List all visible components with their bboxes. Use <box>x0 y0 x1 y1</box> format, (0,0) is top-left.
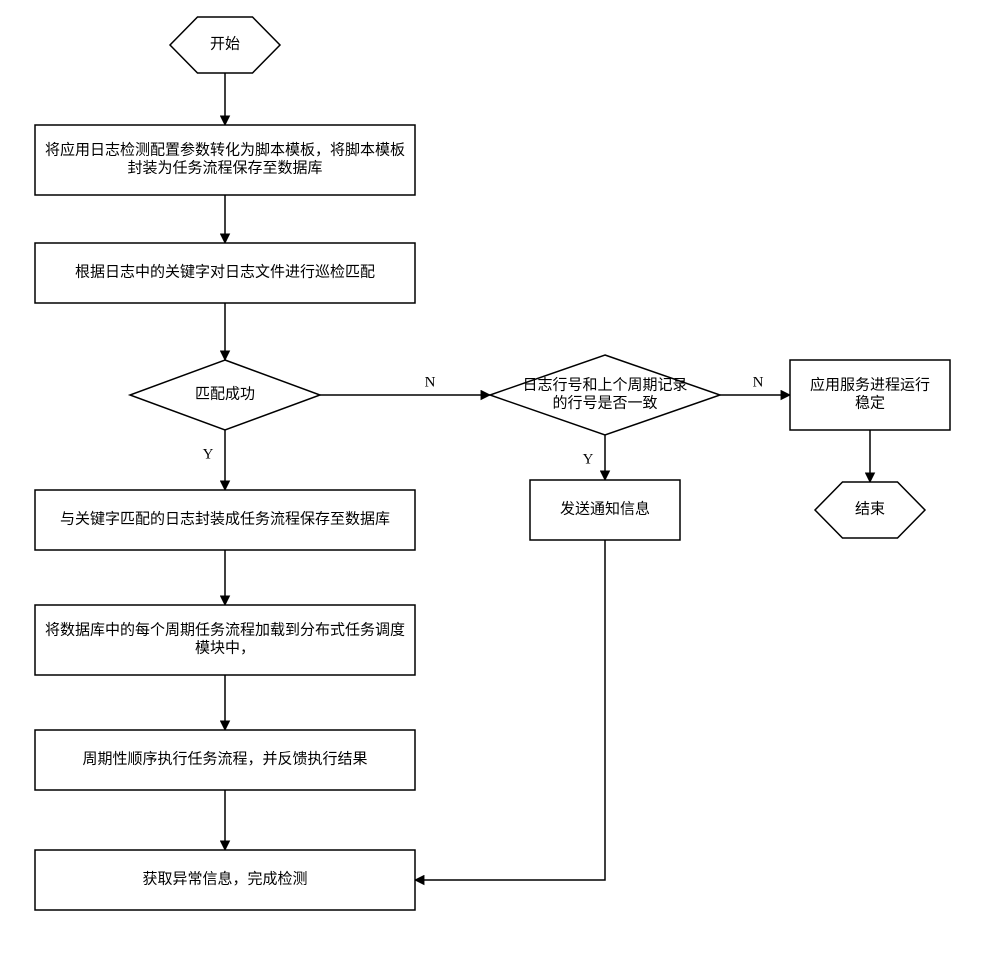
node-p3-text-0: 与关键字匹配的日志封装成任务流程保存至数据库 <box>60 510 390 527</box>
node-p6-text-0: 获取异常信息，完成检测 <box>142 870 307 887</box>
node-d1: 匹配成功 <box>130 360 320 430</box>
node-p6: 获取异常信息，完成检测 <box>35 850 415 910</box>
node-p1: 将应用日志检测配置参数转化为脚本模板，将脚本模板封装为任务流程保存至数据库 <box>35 125 415 195</box>
node-d2-text-0: 日志行号和上个周期记录 <box>522 376 687 393</box>
edge-p7-p6 <box>415 540 605 880</box>
node-p5: 周期性顺序执行任务流程，并反馈执行结果 <box>35 730 415 790</box>
node-p4-text-0: 将数据库中的每个周期任务流程加载到分布式任务调度 <box>45 621 405 638</box>
node-p1-text-0: 将应用日志检测配置参数转化为脚本模板，将脚本模板 <box>45 140 405 158</box>
node-d1-text-0: 匹配成功 <box>195 385 255 402</box>
node-p7: 发送通知信息 <box>530 480 680 540</box>
node-d2: 日志行号和上个周期记录的行号是否一致 <box>490 355 720 435</box>
node-d2-text-1: 的行号是否一致 <box>552 394 657 411</box>
flowchart-diagram: Y N Y N 开始将应用日志检测配置参数转化为脚本模板，将脚本模板封装为任务流程保存至… <box>0 0 1000 970</box>
node-p8-text-0: 应用服务进程运行 <box>810 375 930 393</box>
node-p8: 应用服务进程运行稳定 <box>790 360 950 430</box>
node-p4: 将数据库中的每个周期任务流程加载到分布式任务调度模块中， <box>35 605 415 675</box>
node-p3: 与关键字匹配的日志封装成任务流程保存至数据库 <box>35 490 415 550</box>
node-p1-text-1: 封装为任务流程保存至数据库 <box>127 159 322 176</box>
node-start-text-0: 开始 <box>210 35 240 52</box>
edge-label-d2-p8: N <box>753 374 764 390</box>
node-end: 结束 <box>815 482 925 538</box>
node-start: 开始 <box>170 17 280 73</box>
edge-label-d1-p3: Y <box>203 446 214 462</box>
node-p2: 根据日志中的关键字对日志文件进行巡检匹配 <box>35 243 415 303</box>
node-p4-text-1: 模块中， <box>195 639 255 656</box>
node-p8-text-1: 稳定 <box>855 394 885 411</box>
node-p2-text-0: 根据日志中的关键字对日志文件进行巡检匹配 <box>75 263 375 280</box>
node-end-text-0: 结束 <box>855 500 885 517</box>
edge-label-d2-p7: Y <box>583 451 594 467</box>
edge-label-d1-d2: N <box>425 374 436 390</box>
node-p7-text-0: 发送通知信息 <box>560 500 650 517</box>
node-p5-text-0: 周期性顺序执行任务流程，并反馈执行结果 <box>82 750 367 767</box>
